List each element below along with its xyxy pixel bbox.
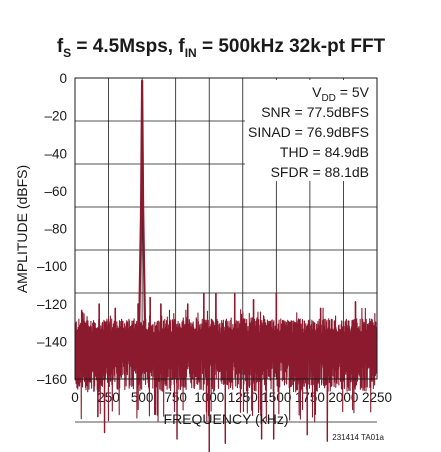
annotation-background	[245, 80, 375, 181]
fft-noise-trace	[74, 292, 378, 452]
y-tick-label: –60	[44, 184, 67, 199]
annotation-vdd: VDD = 5V	[312, 84, 370, 104]
x-tick-label: 2000	[328, 390, 358, 405]
chart-title: fS = 4.5Msps, fIN = 500kHz 32k-pt FFT	[57, 36, 386, 60]
annotation-snr: SNR = 77.5dBFS	[261, 104, 369, 120]
y-tick-label: –120	[37, 297, 67, 312]
fft-trace-group	[74, 80, 378, 452]
y-tick-label: –40	[44, 146, 67, 161]
y-tick-labels: 0 –20 –40 –60 –80 –100 –120 –140 –160	[37, 71, 67, 387]
x-tick-label: 2250	[362, 390, 392, 405]
x-tick-label: 1250	[228, 390, 258, 405]
plot-frame	[74, 77, 378, 380]
fundamental-peak	[138, 80, 147, 332]
annotation-sinad: SINAD = 76.9dBFS	[248, 124, 369, 140]
x-tick-label: 1500	[261, 390, 291, 405]
y-tick-label: –100	[37, 259, 67, 274]
x-tick-label: 0	[71, 390, 79, 405]
x-axis-label: FREQUENCY (kHz)	[164, 411, 289, 427]
y-tick-label: 0	[59, 71, 67, 86]
y-tick-label: –20	[44, 109, 67, 124]
y-tick-label: –80	[44, 222, 67, 237]
x-tick-label: 750	[164, 390, 187, 405]
figure-id: 231414 TA01a	[332, 433, 384, 442]
annotation-thd: THD = 84.9dB	[280, 144, 369, 160]
annotation-sfdr: SFDR = 88.1dB	[271, 164, 369, 180]
y-tick-label: –140	[37, 334, 67, 349]
y-axis-label: AMPLITUDE (dBFS)	[14, 165, 30, 293]
y-tick-label: –160	[37, 372, 67, 387]
